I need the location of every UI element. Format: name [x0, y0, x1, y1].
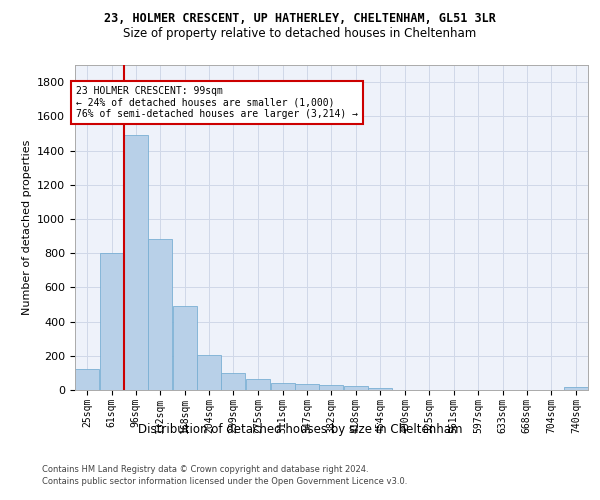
Text: Contains HM Land Registry data © Crown copyright and database right 2024.: Contains HM Land Registry data © Crown c…	[42, 465, 368, 474]
Bar	[75, 368, 99, 390]
Bar	[271, 383, 295, 390]
Bar	[246, 379, 270, 390]
Bar	[319, 385, 343, 390]
Text: Contains public sector information licensed under the Open Government Licence v3: Contains public sector information licen…	[42, 478, 407, 486]
Bar	[295, 384, 319, 390]
Text: 23 HOLMER CRESCENT: 99sqm
← 24% of detached houses are smaller (1,000)
76% of se: 23 HOLMER CRESCENT: 99sqm ← 24% of detac…	[76, 86, 358, 118]
Y-axis label: Number of detached properties: Number of detached properties	[22, 140, 32, 315]
Bar	[344, 386, 368, 390]
Bar	[148, 240, 172, 390]
Text: Size of property relative to detached houses in Cheltenham: Size of property relative to detached ho…	[124, 28, 476, 40]
Text: Distribution of detached houses by size in Cheltenham: Distribution of detached houses by size …	[138, 422, 462, 436]
Bar	[100, 253, 124, 390]
Bar	[221, 373, 245, 390]
Bar	[124, 135, 148, 390]
Text: 23, HOLMER CRESCENT, UP HATHERLEY, CHELTENHAM, GL51 3LR: 23, HOLMER CRESCENT, UP HATHERLEY, CHELT…	[104, 12, 496, 26]
Bar	[564, 388, 588, 390]
Bar	[197, 355, 221, 390]
Bar	[368, 388, 392, 390]
Bar	[173, 306, 197, 390]
